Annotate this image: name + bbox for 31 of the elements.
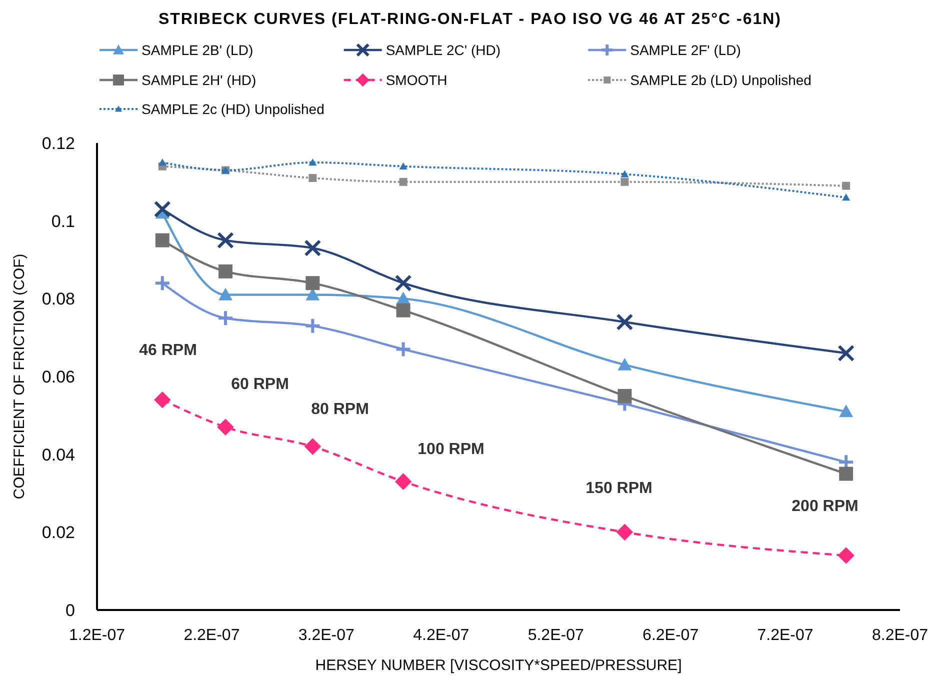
y-tick-label: 0.08 [42,290,75,309]
y-tick-label: 0.02 [42,523,75,542]
legend-label: SAMPLE 2H' (HD) [142,72,256,88]
legend-label: SAMPLE 2b (LD) Unpolished [630,72,812,88]
x-tick-label: 1.2E-07 [68,627,126,644]
x-tick-label: 5.2E-07 [528,627,584,644]
legend-label: SAMPLE 2c (HD) Unpolished [142,101,324,117]
y-tick-label: 0 [66,601,75,620]
legend-label: SAMPLE 2C' (HD) [386,42,501,58]
y-tick-label: 0.04 [42,445,75,464]
y-tick-label: 0.12 [42,134,75,153]
x-tick-label: 2.2E-07 [184,627,240,644]
annotation: 60 RPM [231,376,289,393]
x-tick-label: 4.2E-07 [413,627,470,644]
legend-label: SAMPLE 2B' (LD) [142,42,254,58]
x-axis-title: HERSEY NUMBER [VISCOSITY*SPEED/PRESSURE] [315,657,682,674]
x-tick-label: 7.2E-07 [757,627,814,644]
y-tick-label: 0.06 [42,368,75,386]
annotation: 150 RPM [586,480,652,497]
annotation: 46 RPM [139,342,197,359]
x-tick-label: 6.2E-07 [642,627,699,644]
annotation: 200 RPM [792,498,858,515]
x-tick-label: 3.2E-07 [298,627,355,644]
y-tick-label: 0.1 [51,212,75,231]
x-tick-label: 8.2E-07 [872,627,928,644]
legend-label: SAMPLE 2F' (LD) [630,42,741,58]
legend-label: SMOOTH [386,72,448,88]
y-axis-title: COEFFICIENT OF FRICTION (COF) [11,254,28,500]
annotation: 100 RPM [418,441,484,458]
chart-title: STRIBECK CURVES (FLAT-RING-ON-FLAT - PAO ISO VG 46 AT 25°C -61N) [158,11,782,28]
annotation: 80 RPM [311,401,369,418]
